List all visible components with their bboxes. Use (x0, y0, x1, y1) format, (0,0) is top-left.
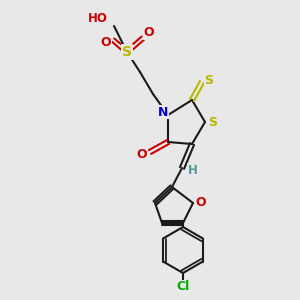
Text: S: S (205, 74, 214, 86)
Text: S: S (208, 116, 217, 128)
Text: O: O (196, 196, 206, 208)
Text: N: N (158, 106, 168, 118)
Text: O: O (137, 148, 147, 160)
Text: Cl: Cl (176, 280, 190, 293)
Text: O: O (101, 35, 111, 49)
Text: S: S (122, 45, 132, 59)
Text: H: H (188, 164, 198, 176)
Text: O: O (144, 26, 154, 40)
Text: HO: HO (88, 13, 108, 26)
